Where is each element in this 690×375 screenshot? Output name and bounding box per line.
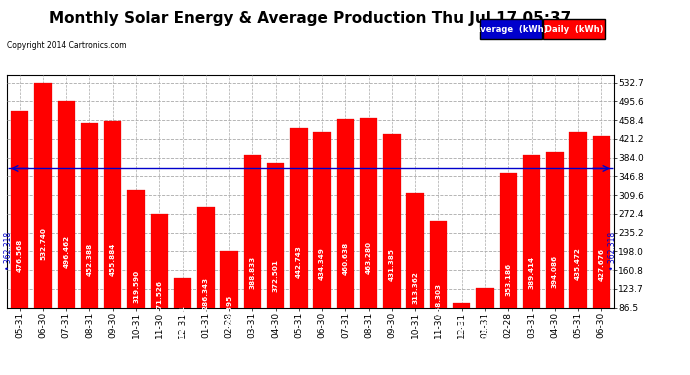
Text: 442.743: 442.743: [296, 246, 302, 278]
Bar: [500, 173, 517, 351]
Bar: [290, 128, 308, 351]
Text: 144.501: 144.501: [179, 306, 186, 338]
Text: 463.280: 463.280: [366, 241, 372, 274]
Bar: [453, 303, 471, 351]
Bar: [546, 153, 564, 351]
Text: 460.638: 460.638: [342, 242, 348, 275]
Bar: [360, 117, 377, 351]
Bar: [81, 123, 98, 351]
Bar: [569, 132, 586, 351]
Text: 431.385: 431.385: [389, 248, 395, 280]
Text: 496.462: 496.462: [63, 234, 69, 267]
Bar: [430, 221, 447, 351]
Text: 271.526: 271.526: [156, 280, 162, 313]
Bar: [127, 190, 145, 351]
Text: Monthly Solar Energy & Average Production Thu Jul 17 05:37: Monthly Solar Energy & Average Productio…: [50, 11, 571, 26]
Text: Copyright 2014 Cartronics.com: Copyright 2014 Cartronics.com: [7, 41, 126, 50]
Bar: [383, 134, 401, 351]
Text: 435.472: 435.472: [575, 247, 581, 280]
Text: Daily  (kWh): Daily (kWh): [545, 25, 603, 34]
Text: 434.349: 434.349: [319, 247, 325, 280]
Bar: [197, 207, 215, 351]
Text: • 362.318: • 362.318: [609, 232, 618, 270]
Bar: [244, 155, 261, 351]
Text: 258.303: 258.303: [435, 282, 442, 315]
Text: 476.568: 476.568: [17, 238, 23, 272]
Bar: [267, 164, 284, 351]
Bar: [406, 193, 424, 351]
Text: 427.676: 427.676: [598, 248, 604, 281]
Bar: [220, 251, 238, 351]
Text: 372.501: 372.501: [273, 260, 279, 292]
Text: • 362.318: • 362.318: [3, 232, 12, 270]
Bar: [57, 101, 75, 351]
Bar: [150, 214, 168, 351]
Text: 394.086: 394.086: [552, 255, 558, 288]
Text: 319.590: 319.590: [133, 270, 139, 303]
Text: 388.833: 388.833: [249, 256, 255, 289]
Text: 199.395: 199.395: [226, 294, 232, 327]
Text: 95.214: 95.214: [459, 318, 465, 346]
Text: 532.740: 532.740: [40, 227, 46, 260]
Bar: [313, 132, 331, 351]
Bar: [593, 135, 610, 351]
Text: 286.343: 286.343: [203, 277, 209, 310]
Text: 452.388: 452.388: [86, 243, 92, 276]
Text: 124.432: 124.432: [482, 310, 488, 342]
Bar: [523, 155, 540, 351]
Bar: [34, 82, 52, 351]
Text: 353.186: 353.186: [505, 263, 511, 297]
Text: 455.884: 455.884: [110, 243, 116, 276]
Bar: [476, 288, 494, 351]
Text: 313.362: 313.362: [412, 272, 418, 304]
Bar: [337, 119, 354, 351]
Bar: [11, 111, 28, 351]
Text: 389.414: 389.414: [529, 256, 535, 289]
Text: Average  (kWh): Average (kWh): [474, 25, 547, 34]
Bar: [104, 121, 121, 351]
Bar: [174, 278, 191, 351]
